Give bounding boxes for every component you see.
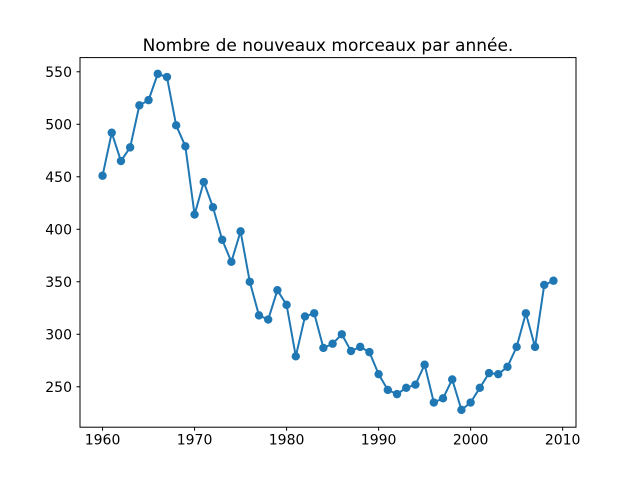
- x-tick-label: 1980: [269, 433, 305, 449]
- x-tick-label: 1960: [85, 433, 121, 449]
- data-point-marker: [319, 343, 328, 353]
- y-tick-label: 350: [45, 275, 72, 291]
- data-point-marker: [153, 69, 162, 79]
- x-tick-label: 2010: [545, 433, 581, 449]
- data-point-marker: [356, 342, 365, 352]
- data-point-marker: [282, 300, 291, 310]
- y-tick-label: 400: [45, 222, 72, 238]
- data-line: [101, 72, 555, 411]
- chart-title: Nombre de nouveaux morceaux par année.: [142, 36, 514, 56]
- axes-frame: [79, 57, 577, 428]
- y-tick-label: 450: [45, 170, 72, 186]
- data-point-marker: [116, 156, 126, 166]
- y-tick-label: 300: [45, 327, 72, 343]
- data-point-marker: [171, 121, 181, 130]
- data-point-marker: [521, 309, 531, 318]
- data-point-marker: [411, 380, 420, 389]
- data-point-marker: [466, 398, 475, 407]
- data-point-marker: [181, 142, 190, 151]
- data-point-marker: [448, 375, 457, 384]
- data-point-marker: [530, 342, 540, 352]
- data-point-marker: [549, 276, 558, 285]
- data-point-marker: [383, 385, 393, 395]
- data-point-marker: [291, 352, 300, 361]
- data-point-marker: [337, 330, 347, 339]
- data-point-marker: [107, 128, 116, 137]
- data-point-marker: [438, 394, 448, 403]
- y-tick-label: 550: [45, 65, 72, 81]
- data-point-marker: [475, 383, 485, 393]
- data-point-marker: [392, 389, 402, 399]
- x-tick-label: 1990: [361, 433, 397, 449]
- data-point-marker: [245, 277, 254, 286]
- data-point-marker: [263, 315, 273, 324]
- data-point-marker: [162, 72, 172, 82]
- data-point-marker: [494, 369, 503, 379]
- data-point-marker: [512, 342, 521, 352]
- data-point-marker: [144, 95, 153, 105]
- x-tick-label: 1970: [177, 433, 213, 449]
- data-point-marker: [346, 346, 356, 356]
- data-point-marker: [309, 309, 319, 318]
- data-point-marker: [503, 362, 512, 372]
- data-point-marker: [420, 360, 429, 369]
- data-point-marker: [402, 383, 411, 393]
- data-point-marker: [208, 203, 218, 212]
- data-point-marker: [457, 405, 466, 415]
- y-tick-label: 500: [45, 117, 72, 133]
- data-point-marker: [190, 210, 199, 219]
- y-tick-label: 250: [45, 380, 72, 396]
- data-point-marker: [217, 235, 227, 244]
- data-point-marker: [429, 398, 439, 407]
- data-point-marker: [254, 311, 264, 320]
- data-point-marker: [374, 369, 383, 379]
- data-point-marker: [540, 280, 549, 290]
- data-point-marker: [484, 368, 494, 378]
- x-tick-label: 2000: [453, 433, 489, 449]
- data-point-marker: [227, 257, 236, 267]
- data-point-marker: [199, 177, 208, 187]
- data-point-marker: [98, 171, 107, 180]
- data-point-marker: [236, 227, 245, 236]
- data-point-marker: [125, 143, 135, 152]
- data-point-marker: [300, 312, 310, 321]
- data-point-marker: [135, 101, 144, 110]
- data-point-marker: [273, 285, 282, 295]
- data-point-marker: [365, 347, 374, 357]
- data-point-marker: [328, 339, 337, 348]
